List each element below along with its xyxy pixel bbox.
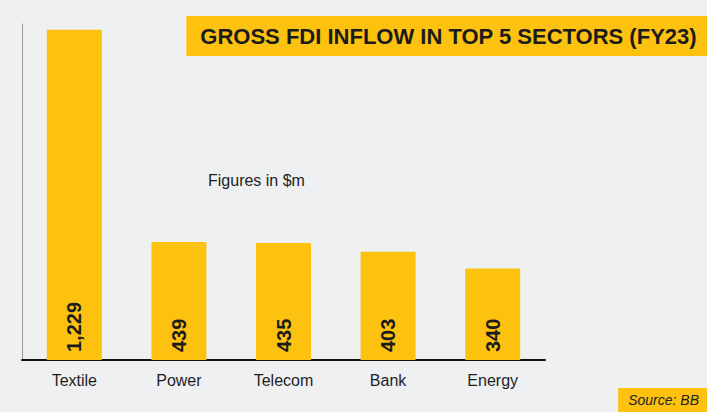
- svg-text:GROSS FDI INFLOW IN TOP 5 SECT: GROSS FDI INFLOW IN TOP 5 SECTORS (FY23): [200, 24, 696, 49]
- svg-text:Bank: Bank: [370, 372, 407, 389]
- svg-text:Textile: Textile: [52, 372, 97, 389]
- svg-text:403: 403: [377, 319, 399, 352]
- svg-text:439: 439: [168, 319, 190, 352]
- svg-text:Telecom: Telecom: [254, 372, 314, 389]
- svg-text:Energy: Energy: [467, 372, 518, 389]
- svg-text:1,229: 1,229: [63, 302, 85, 352]
- svg-text:435: 435: [273, 319, 295, 352]
- svg-text:Figures in $m: Figures in $m: [208, 172, 305, 189]
- svg-text:Source: BB: Source: BB: [628, 392, 699, 408]
- svg-text:Power: Power: [156, 372, 202, 389]
- svg-text:340: 340: [482, 319, 504, 352]
